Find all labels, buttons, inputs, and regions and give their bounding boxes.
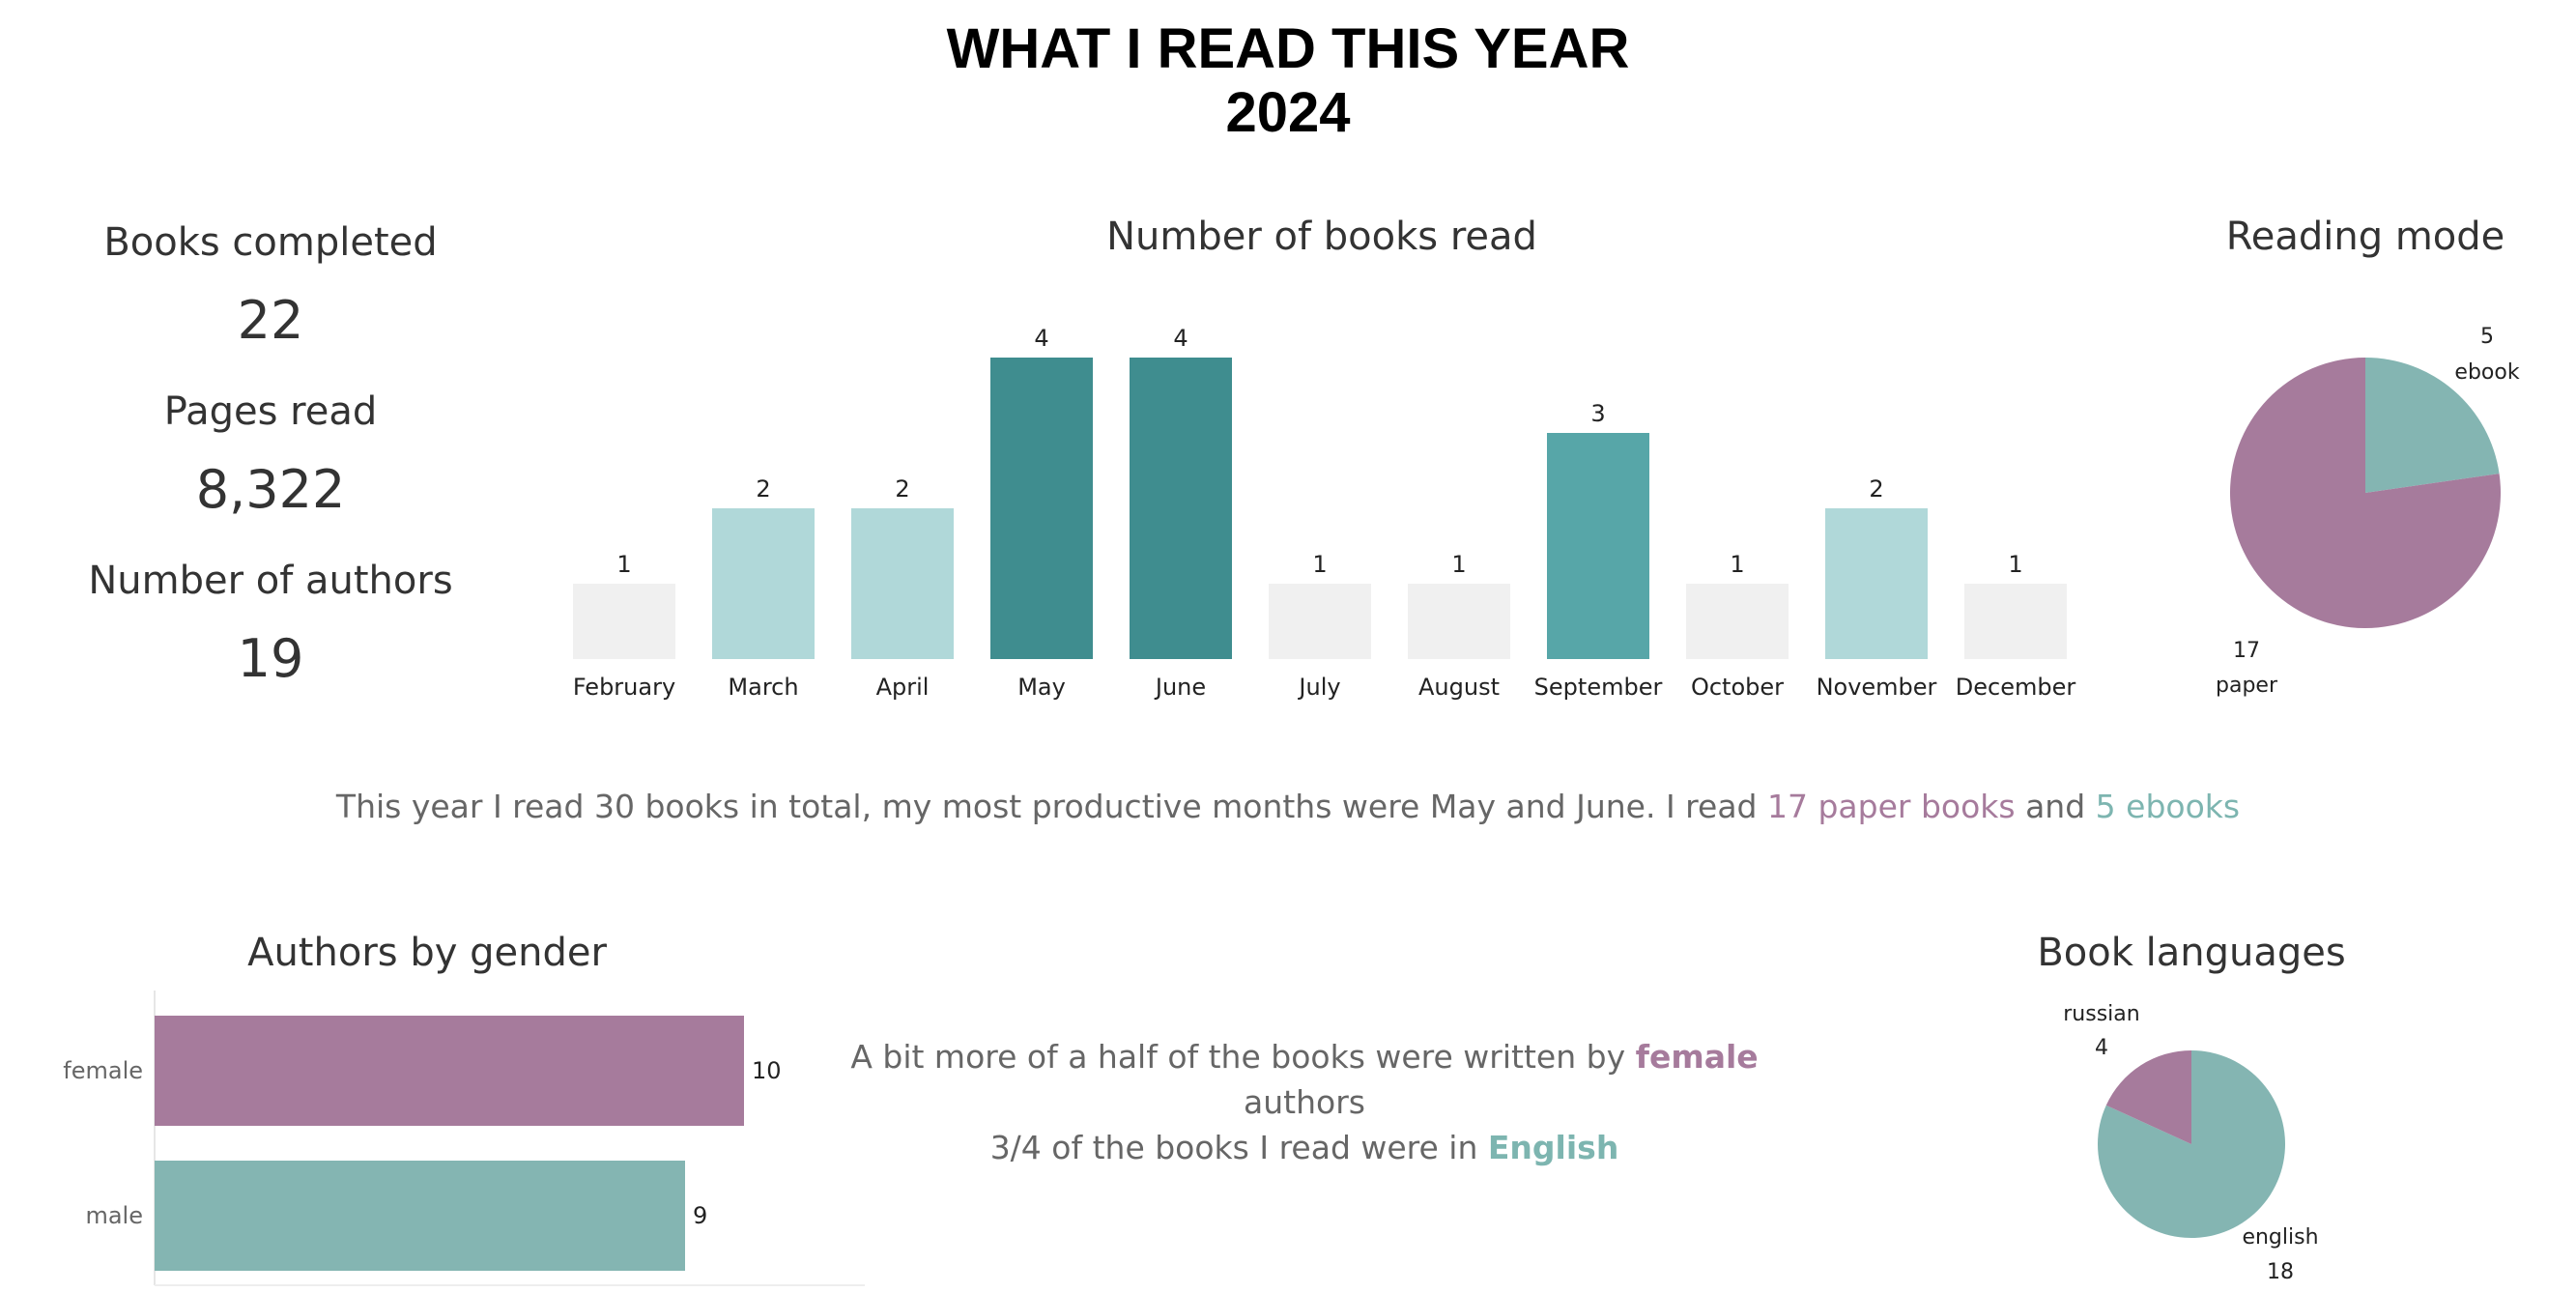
number-of-authors-value: 19	[237, 628, 304, 689]
month-label-april: April	[876, 674, 930, 701]
summary-ebooks: 5 ebooks	[2095, 788, 2241, 825]
month-label-february: February	[573, 674, 675, 701]
bar-october	[1686, 584, 1789, 659]
insight-line-1-text: A bit more of a half of the books were w…	[850, 1038, 1636, 1076]
gender-value-female: 10	[752, 1057, 782, 1084]
books-completed-value: 22	[237, 290, 304, 351]
pie-value-paper: 17	[2233, 639, 2260, 663]
summary-text: This year I read 30 books in total, my m…	[0, 788, 2576, 825]
gender-label-male: male	[85, 1202, 143, 1229]
insight-english-highlight: English	[1487, 1129, 1619, 1166]
pie-label-ebook: ebook	[2454, 360, 2519, 385]
pie-value-russian: 4	[2095, 1036, 2108, 1060]
authors-by-gender-chart-title: Authors by gender	[247, 931, 607, 975]
month-label-may: May	[1017, 674, 1066, 701]
pages-read-label: Pages read	[163, 389, 378, 434]
book-languages-pie-chart: russian 4 english 18	[2063, 1002, 2318, 1284]
bar-july	[1269, 584, 1371, 659]
bar-september	[1547, 433, 1649, 659]
page-title: WHAT I READ THIS YEAR 2024	[0, 17, 2576, 145]
bar-female	[155, 1016, 744, 1126]
bar-value-march: 2	[756, 475, 770, 503]
bar-value-may: 4	[1034, 325, 1048, 352]
reading-mode-chart-title: Reading mode	[2225, 215, 2505, 259]
insight-line-1: A bit more of a half of the books were w…	[850, 1034, 1759, 1079]
gender-value-male: 9	[693, 1202, 707, 1229]
reading-mode-pie-chart: 5 ebook 17 paper	[2216, 325, 2520, 698]
insight-female-highlight: female	[1635, 1038, 1759, 1076]
authors-by-gender-bar-chart: female 10 male 9	[63, 991, 865, 1286]
month-label-march: March	[728, 674, 798, 701]
month-label-december: December	[1956, 674, 2076, 701]
book-languages-chart-title: Book languages	[2037, 931, 2346, 975]
pie-label-paper: paper	[2216, 674, 2278, 698]
bar-value-october: 1	[1730, 551, 1744, 578]
insight-line-2: authors	[1244, 1083, 1365, 1121]
bar-value-february: 1	[616, 551, 631, 578]
pie-value-ebook: 5	[2480, 325, 2494, 349]
pie-slice-paper	[2230, 358, 2501, 628]
insight-line-3: 3/4 of the books I read were in English	[850, 1125, 1759, 1170]
bar-april	[851, 508, 954, 659]
month-label-august: August	[1418, 674, 1500, 701]
bar-male	[155, 1161, 685, 1271]
month-label-november: November	[1817, 674, 1937, 701]
gender-label-female: female	[63, 1057, 143, 1084]
bar-march	[712, 508, 815, 659]
pie-label-english: english	[2242, 1225, 2318, 1250]
month-label-july: July	[1297, 674, 1340, 701]
bar-august	[1408, 584, 1510, 659]
bar-value-july: 1	[1312, 551, 1327, 578]
bar-value-september: 3	[1590, 400, 1605, 427]
books-read-bar-chart: 1 February 2 March 2 April 4 May 4 June 1 July 1 Augu…	[573, 325, 2076, 701]
title-line-1: WHAT I READ THIS YEAR	[946, 17, 1630, 80]
month-label-october: October	[1691, 674, 1784, 701]
insight-text: A bit more of a half of the books were w…	[850, 1034, 1759, 1170]
bar-december	[1964, 584, 2067, 659]
bar-value-august: 1	[1451, 551, 1466, 578]
pie-label-russian: russian	[2063, 1002, 2139, 1026]
bar-may	[990, 358, 1093, 659]
bar-value-june: 4	[1173, 325, 1188, 352]
books-read-chart-title: Number of books read	[1106, 215, 1537, 259]
pie-slice-russian	[2105, 1050, 2191, 1144]
bar-november	[1825, 508, 1928, 659]
pie-value-english: 18	[2267, 1260, 2294, 1284]
pages-read-value: 8,322	[195, 459, 346, 520]
bar-value-december: 1	[2008, 551, 2022, 578]
number-of-authors-label: Number of authors	[88, 559, 453, 603]
bar-value-november: 2	[1869, 475, 1883, 503]
bar-value-april: 2	[895, 475, 909, 503]
bar-february	[573, 584, 675, 659]
summary-and: and	[2015, 788, 2096, 825]
bar-june	[1130, 358, 1232, 659]
month-label-june: June	[1154, 674, 1206, 701]
insight-line-3-text: 3/4 of the books I read were in	[989, 1129, 1488, 1166]
pie-slice-ebook	[2365, 358, 2500, 493]
books-completed-label: Books completed	[103, 220, 438, 265]
summary-main: This year I read 30 books in total, my m…	[335, 788, 1767, 825]
summary-paper-books: 17 paper books	[1767, 788, 2016, 825]
month-label-september: September	[1534, 674, 1663, 701]
title-line-2: 2024	[1225, 81, 1351, 144]
